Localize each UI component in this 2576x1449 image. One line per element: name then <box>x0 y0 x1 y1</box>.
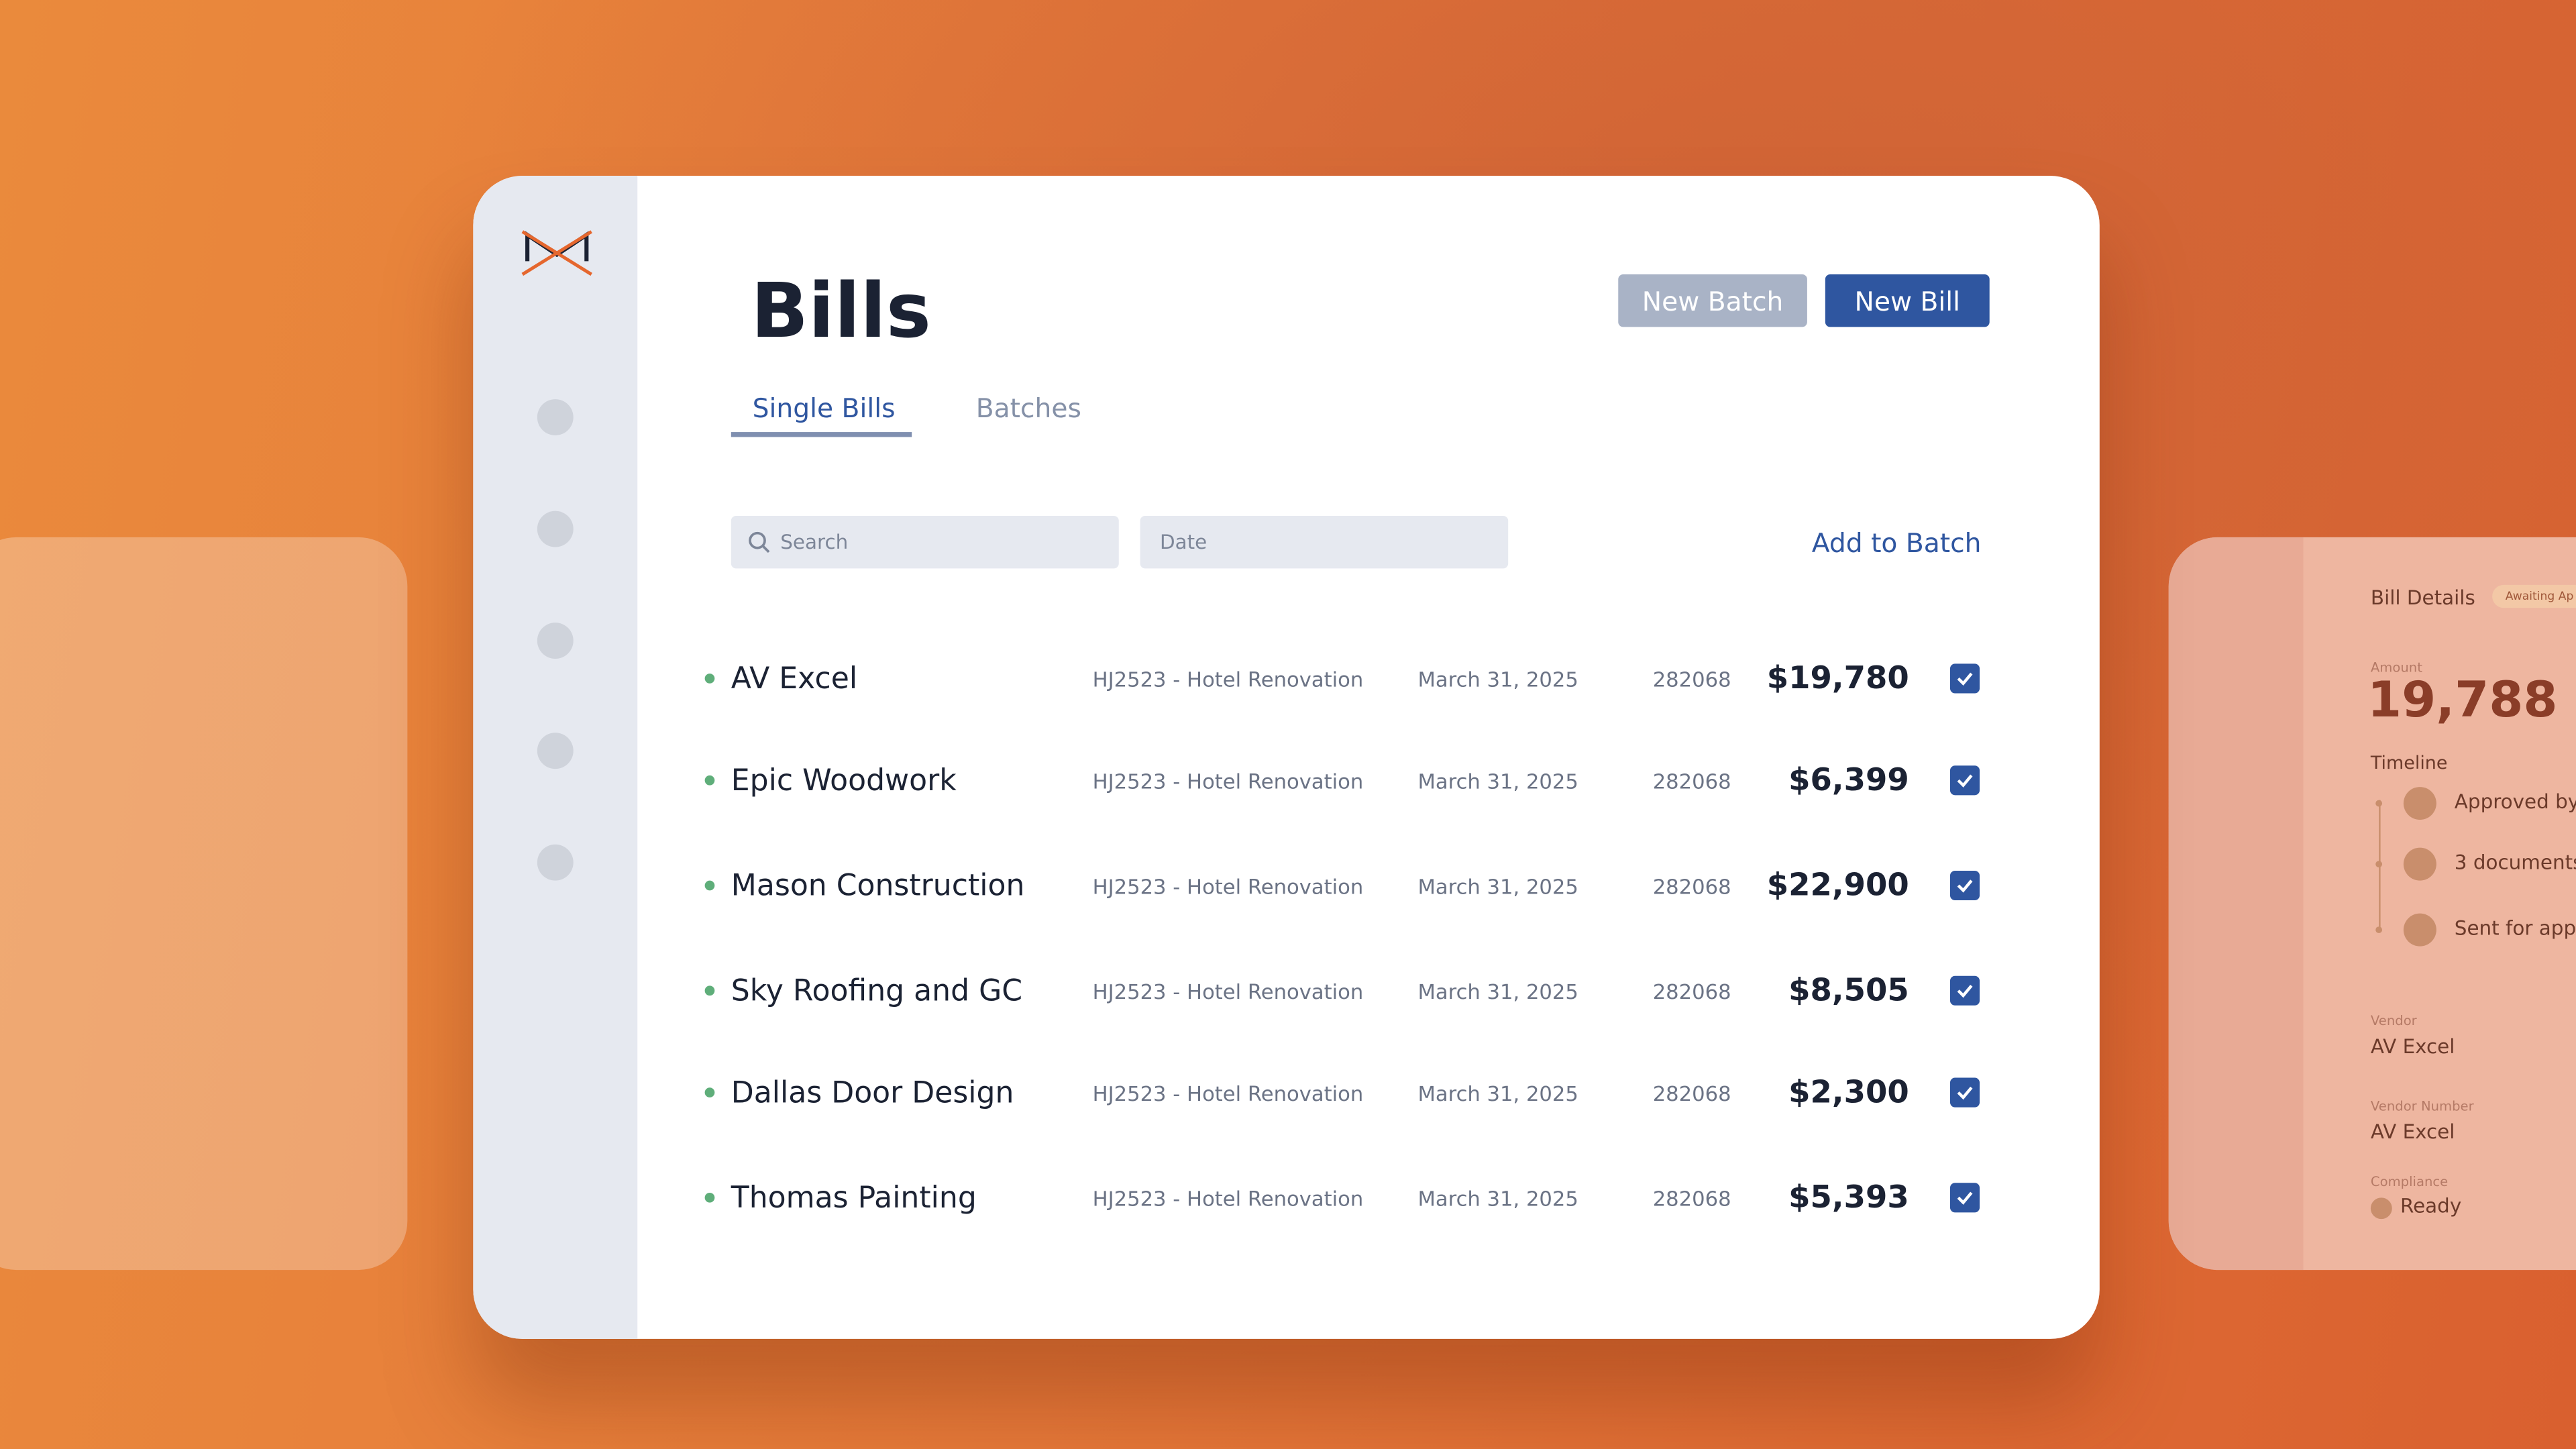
timeline-dot <box>2375 861 2383 868</box>
check-icon <box>1957 774 1973 788</box>
bill-row[interactable]: Sky Roofing and GC HJ2523 - Hotel Renovat… <box>473 966 2100 1015</box>
checkbox[interactable] <box>1949 663 1980 694</box>
compliance-dot <box>2370 1197 2392 1220</box>
amount: $19,780 <box>1766 660 1909 697</box>
amount: $2,300 <box>1788 1074 1909 1111</box>
tab-active[interactable]: Single Bills <box>752 392 896 424</box>
date: March 31, 2025 <box>1417 978 1578 1004</box>
details-title: Bill Details <box>2370 586 2475 610</box>
timeline-label: Timeline <box>2370 752 2448 774</box>
number: 282068 <box>1652 873 1731 898</box>
status-dot <box>704 880 715 891</box>
panel-strip <box>2168 537 2304 1271</box>
check-icon <box>1957 672 1973 686</box>
search-icon <box>749 531 770 553</box>
number: 282068 <box>1652 978 1731 1004</box>
check-icon <box>1957 1191 1973 1205</box>
add-to-batch[interactable]: Add to Batch <box>1811 527 1982 559</box>
vendor: Sky Roofing and GC <box>731 973 1023 1008</box>
bill-row[interactable]: Thomas Painting HJ2523 - Hotel Renovation… <box>473 1173 2100 1222</box>
project: HJ2523 - Hotel Renovation <box>1092 767 1364 793</box>
timeline-check <box>2403 787 2436 820</box>
nav-item[interactable] <box>537 511 574 547</box>
field-value: AV Excel <box>2370 1120 2455 1144</box>
timeline-text: 3 documents <box>2454 851 2576 874</box>
number: 282068 <box>1652 666 1731 691</box>
bill-row[interactable]: Dallas Door Design HJ2523 - Hotel Renovat… <box>473 1068 2100 1117</box>
vendor: Mason Construction <box>731 868 1025 903</box>
amount: $5,393 <box>1788 1179 1909 1216</box>
field-label: Vendor Number <box>2370 1099 2474 1114</box>
bill-row[interactable]: AV Excel HJ2523 - Hotel Renovation March 3… <box>473 654 2100 703</box>
tab[interactable]: Batches <box>975 392 1081 424</box>
number: 282068 <box>1652 767 1731 793</box>
timeline-text: Sent for appr <box>2454 916 2576 940</box>
details-panel: Bill Details Awaiting Ap Amount 19,788 Timel… <box>2168 537 2576 1271</box>
compliance-value: Ready <box>2400 1194 2462 1218</box>
number: 282068 <box>1652 1185 1731 1210</box>
new-bill-button[interactable]: New Bill <box>1825 274 1990 327</box>
timeline-check <box>2403 913 2436 947</box>
vendor: Epic Woodwork <box>731 763 957 798</box>
checkbox[interactable] <box>1949 1183 1980 1213</box>
checkbox[interactable] <box>1949 1077 1980 1108</box>
status-badge: Awaiting Ap <box>2492 584 2576 608</box>
amount: $8,505 <box>1788 972 1909 1009</box>
nav-item[interactable] <box>537 844 574 881</box>
check-icon <box>1957 984 1973 998</box>
check-icon <box>1957 1086 1973 1100</box>
checkbox[interactable] <box>1949 975 1980 1006</box>
search-placeholder: Search <box>780 531 849 554</box>
check-icon <box>1957 879 1973 893</box>
logo <box>521 230 592 276</box>
field-value: AV Excel <box>2370 1034 2455 1059</box>
compliance-label: Compliance <box>2370 1175 2449 1190</box>
app-card: Bills New Batch New Bill Single Bills Batche… <box>473 176 2100 1339</box>
date-input[interactable]: Date <box>1140 515 1509 569</box>
status-dot <box>704 985 715 996</box>
timeline-check <box>2403 847 2436 881</box>
bill-row[interactable]: Mason Construction HJ2523 - Hotel Renovat… <box>473 861 2100 910</box>
nav-item[interactable] <box>537 733 574 769</box>
status-dot <box>704 1192 715 1203</box>
amount: $6,399 <box>1788 762 1909 799</box>
number: 282068 <box>1652 1080 1731 1105</box>
project: HJ2523 - Hotel Renovation <box>1092 978 1364 1004</box>
ghost-panel <box>0 537 408 1271</box>
search-input[interactable]: Search <box>731 515 1119 569</box>
project: HJ2523 - Hotel Renovation <box>1092 666 1364 691</box>
vendor: Thomas Painting <box>731 1180 977 1216</box>
date: March 31, 2025 <box>1417 666 1578 691</box>
status-dot <box>704 674 715 684</box>
project: HJ2523 - Hotel Renovation <box>1092 1185 1364 1210</box>
status-dot <box>704 775 715 786</box>
page-title: Bills <box>751 266 931 355</box>
checkbox[interactable] <box>1949 870 1980 901</box>
timeline-dot <box>2375 800 2383 807</box>
timeline-text: Approved by <box>2454 790 2576 814</box>
amount: $22,900 <box>1766 867 1909 904</box>
checkbox[interactable] <box>1949 765 1980 796</box>
nav-item[interactable] <box>537 623 574 659</box>
vendor: AV Excel <box>731 661 858 696</box>
timeline-dot <box>2375 926 2383 934</box>
date: March 31, 2025 <box>1417 1185 1578 1210</box>
new-batch-button[interactable]: New Batch <box>1618 274 1807 327</box>
amount: 19,788 <box>2367 672 2558 730</box>
vendor: Dallas Door Design <box>731 1075 1014 1110</box>
project: HJ2523 - Hotel Renovation <box>1092 1080 1364 1105</box>
date: March 31, 2025 <box>1417 767 1578 793</box>
tab-underline <box>731 432 912 437</box>
bill-row[interactable]: Epic Woodwork HJ2523 - Hotel Renovation Ma… <box>473 756 2100 805</box>
sidebar <box>473 176 638 1339</box>
field-label: Vendor <box>2370 1014 2417 1029</box>
date: March 31, 2025 <box>1417 873 1578 898</box>
project: HJ2523 - Hotel Renovation <box>1092 873 1364 898</box>
status-dot <box>704 1087 715 1097</box>
nav-item[interactable] <box>537 399 574 435</box>
amount-label: Amount <box>2370 660 2422 676</box>
date: March 31, 2025 <box>1417 1080 1578 1105</box>
